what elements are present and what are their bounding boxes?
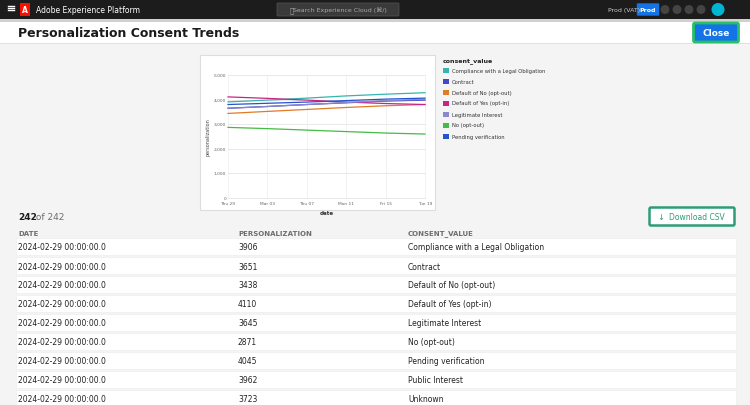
Text: Compliance with a Legal Obligation: Compliance with a Legal Obligation	[452, 68, 545, 73]
Text: Thu 07: Thu 07	[299, 202, 314, 205]
Text: A: A	[22, 6, 28, 15]
Text: 2024-02-29 00:00:00.0: 2024-02-29 00:00:00.0	[18, 319, 106, 328]
Bar	[443, 79, 449, 84]
Text: 4,000: 4,000	[214, 98, 226, 102]
FancyBboxPatch shape	[637, 4, 659, 17]
Text: 2871: 2871	[238, 338, 257, 347]
Text: 2024-02-29 00:00:00.0: 2024-02-29 00:00:00.0	[18, 357, 106, 366]
Text: 2024-02-29 00:00:00.0: 2024-02-29 00:00:00.0	[18, 243, 106, 252]
Bar	[16, 295, 736, 312]
Text: consent_value: consent_value	[443, 58, 494, 64]
Text: Close: Close	[702, 29, 730, 38]
Bar	[0, 44, 750, 45]
Text: Default of Yes (opt-in): Default of Yes (opt-in)	[452, 101, 509, 106]
Text: Default of No (opt-out): Default of No (opt-out)	[408, 281, 495, 290]
Text: Default of No (opt-out): Default of No (opt-out)	[452, 90, 512, 95]
Bar	[16, 390, 736, 405]
Text: 5,000: 5,000	[214, 74, 226, 78]
Text: Mon 11: Mon 11	[338, 202, 354, 205]
Text: Prod: Prod	[640, 8, 656, 13]
Text: 242: 242	[18, 213, 37, 222]
FancyBboxPatch shape	[277, 4, 399, 17]
Circle shape	[697, 6, 706, 15]
Bar	[443, 112, 449, 117]
Circle shape	[685, 6, 694, 15]
Bar	[443, 101, 449, 106]
Bar	[443, 123, 449, 128]
Bar	[0, 0, 750, 20]
Text: 3645: 3645	[238, 319, 257, 328]
Text: Download CSV: Download CSV	[669, 213, 724, 222]
Bar	[443, 90, 449, 95]
Text: ↓: ↓	[658, 213, 664, 222]
Bar	[0, 20, 750, 23]
Text: Default of Yes (opt-in): Default of Yes (opt-in)	[408, 300, 491, 309]
Text: 3,000: 3,000	[214, 123, 226, 127]
Text: Prod (VAT): Prod (VAT)	[608, 8, 640, 13]
Text: Search Experience Cloud (⌘/): Search Experience Cloud (⌘/)	[293, 8, 387, 13]
FancyBboxPatch shape	[650, 208, 734, 226]
Text: Personalization Consent Trends: Personalization Consent Trends	[18, 27, 239, 40]
Text: Public Interest: Public Interest	[408, 375, 463, 385]
Text: Contract: Contract	[408, 262, 441, 271]
Text: ⌕: ⌕	[290, 7, 294, 14]
Bar	[16, 276, 736, 293]
Circle shape	[673, 6, 682, 15]
Text: 2024-02-29 00:00:00.0: 2024-02-29 00:00:00.0	[18, 394, 106, 403]
Bar	[443, 134, 449, 139]
Text: PERSONALIZATION: PERSONALIZATION	[238, 230, 312, 237]
Text: 1,000: 1,000	[214, 172, 226, 176]
Text: 3962: 3962	[238, 375, 257, 385]
Text: of 242: of 242	[33, 213, 64, 222]
Text: 3438: 3438	[238, 281, 257, 290]
Text: 2024-02-29 00:00:00.0: 2024-02-29 00:00:00.0	[18, 262, 106, 271]
Text: Fri 15: Fri 15	[380, 202, 392, 205]
Text: 2024-02-29 00:00:00.0: 2024-02-29 00:00:00.0	[18, 375, 106, 385]
Text: Mar 03: Mar 03	[260, 202, 275, 205]
Text: 2024-02-29 00:00:00.0: 2024-02-29 00:00:00.0	[18, 281, 106, 290]
Bar	[16, 239, 736, 256]
Text: Compliance with a Legal Obligation: Compliance with a Legal Obligation	[408, 243, 544, 252]
Circle shape	[712, 4, 724, 17]
Text: personalization: personalization	[206, 118, 211, 156]
Bar	[443, 68, 449, 73]
Text: CONSENT_VALUE: CONSENT_VALUE	[408, 230, 474, 237]
Text: Legitimate Interest: Legitimate Interest	[452, 112, 503, 117]
Text: 2024-02-29 00:00:00.0: 2024-02-29 00:00:00.0	[18, 300, 106, 309]
Text: 2,000: 2,000	[214, 147, 226, 151]
FancyBboxPatch shape	[694, 24, 739, 43]
Text: 4045: 4045	[238, 357, 257, 366]
Text: 3723: 3723	[238, 394, 257, 403]
Text: Pending verification: Pending verification	[408, 357, 485, 366]
Text: Pending verification: Pending verification	[452, 134, 505, 139]
Text: No (opt-out): No (opt-out)	[408, 338, 454, 347]
Text: Legitimate Interest: Legitimate Interest	[408, 319, 482, 328]
Text: Adobe Experience Platform: Adobe Experience Platform	[36, 6, 140, 15]
Text: 2024-02-29 00:00:00.0: 2024-02-29 00:00:00.0	[18, 338, 106, 347]
Bar	[16, 352, 736, 369]
Bar	[20, 4, 30, 17]
Bar	[0, 23, 750, 44]
Bar	[16, 333, 736, 350]
Text: 3906: 3906	[238, 243, 257, 252]
Circle shape	[661, 6, 670, 15]
Text: Tue 19: Tue 19	[418, 202, 432, 205]
Bar	[16, 257, 736, 274]
Text: 0: 0	[224, 196, 226, 200]
Text: 4110: 4110	[238, 300, 257, 309]
Text: 3651: 3651	[238, 262, 257, 271]
Bar	[16, 371, 736, 388]
Text: DATE: DATE	[18, 230, 38, 237]
Bar	[16, 314, 736, 331]
Text: Contract: Contract	[452, 79, 475, 84]
Text: No (opt-out): No (opt-out)	[452, 123, 484, 128]
Text: Unknown: Unknown	[408, 394, 443, 403]
Bar	[200, 56, 435, 211]
Text: Thu 29: Thu 29	[220, 202, 236, 205]
Text: date: date	[320, 211, 334, 215]
